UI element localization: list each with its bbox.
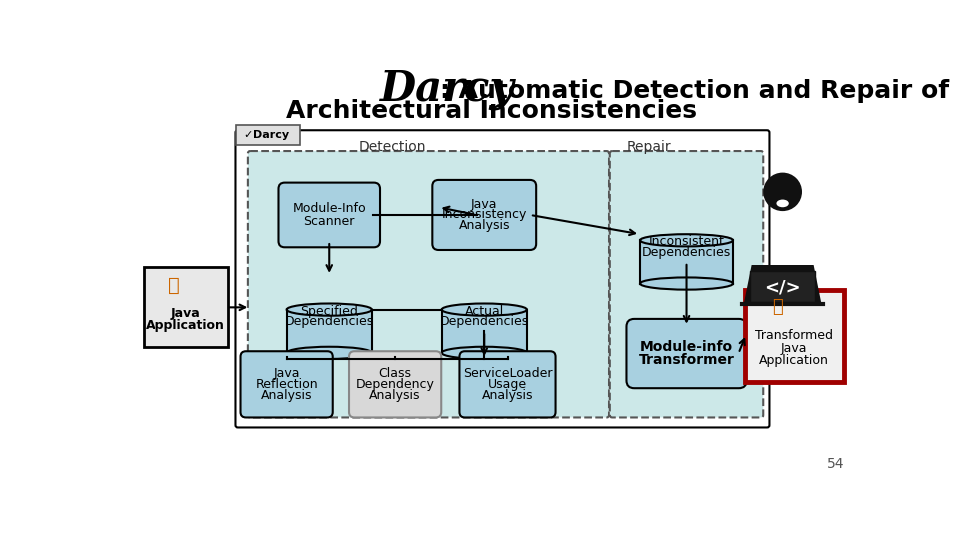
- Polygon shape: [744, 265, 822, 303]
- Text: Darcy: Darcy: [379, 69, 515, 111]
- Text: Actual: Actual: [465, 305, 504, 318]
- Text: Class: Class: [378, 367, 412, 380]
- Text: Java: Java: [781, 342, 807, 355]
- FancyBboxPatch shape: [241, 351, 333, 417]
- FancyBboxPatch shape: [432, 180, 537, 250]
- Ellipse shape: [287, 347, 372, 359]
- Text: Application: Application: [147, 319, 226, 332]
- FancyBboxPatch shape: [278, 183, 380, 247]
- FancyBboxPatch shape: [144, 267, 228, 347]
- Text: Transformer: Transformer: [638, 353, 734, 367]
- Text: Transformed: Transformed: [756, 329, 833, 342]
- Text: Java: Java: [274, 367, 300, 380]
- Text: 54: 54: [828, 457, 845, 471]
- Text: Application: Application: [759, 354, 829, 367]
- Text: Analysis: Analysis: [482, 389, 533, 402]
- Ellipse shape: [777, 200, 789, 207]
- Text: Analysis: Analysis: [370, 389, 420, 402]
- Text: Specified: Specified: [300, 305, 358, 318]
- Text: Darcy: Darcy: [253, 130, 289, 140]
- Text: Reflection: Reflection: [255, 378, 318, 391]
- Ellipse shape: [640, 278, 733, 289]
- Text: Java: Java: [171, 307, 201, 320]
- Text: Detection: Detection: [359, 140, 426, 154]
- Polygon shape: [287, 309, 372, 353]
- Text: Analysis: Analysis: [261, 389, 312, 402]
- FancyBboxPatch shape: [627, 319, 747, 388]
- FancyBboxPatch shape: [610, 151, 763, 417]
- Text: Usage: Usage: [488, 378, 527, 391]
- FancyBboxPatch shape: [750, 271, 815, 302]
- Text: Dependencies: Dependencies: [440, 315, 529, 328]
- Ellipse shape: [442, 303, 527, 316]
- Ellipse shape: [442, 347, 527, 359]
- Text: : Automatic Detection and Repair of: : Automatic Detection and Repair of: [440, 79, 949, 103]
- FancyBboxPatch shape: [745, 291, 844, 382]
- FancyBboxPatch shape: [248, 151, 609, 417]
- Text: Scanner: Scanner: [303, 214, 355, 228]
- Text: Module-Info: Module-Info: [293, 202, 366, 215]
- Text: Inconsistent: Inconsistent: [649, 235, 725, 248]
- Text: Java: Java: [471, 198, 497, 211]
- Ellipse shape: [640, 234, 733, 246]
- Ellipse shape: [287, 303, 372, 316]
- FancyBboxPatch shape: [460, 351, 556, 417]
- Text: Inconsistency: Inconsistency: [442, 208, 527, 221]
- FancyBboxPatch shape: [235, 130, 770, 428]
- Ellipse shape: [774, 190, 791, 204]
- Text: ✓: ✓: [243, 130, 252, 140]
- Text: ServiceLoader: ServiceLoader: [463, 367, 552, 380]
- Text: Dependency: Dependency: [356, 378, 435, 391]
- FancyBboxPatch shape: [236, 125, 300, 145]
- Text: Dependencies: Dependencies: [284, 315, 373, 328]
- FancyBboxPatch shape: [349, 351, 442, 417]
- Text: Analysis: Analysis: [459, 219, 510, 232]
- Text: </>: </>: [764, 278, 801, 296]
- Text: Dependencies: Dependencies: [642, 246, 732, 259]
- Polygon shape: [442, 309, 527, 353]
- Circle shape: [763, 173, 802, 211]
- Text: Architectural Inconsistencies: Architectural Inconsistencies: [286, 99, 698, 123]
- Text: 🍵: 🍵: [168, 276, 180, 295]
- Text: Repair: Repair: [626, 140, 671, 154]
- Polygon shape: [640, 240, 733, 284]
- Text: Module-info: Module-info: [640, 340, 733, 354]
- Text: 🍵: 🍵: [772, 298, 782, 316]
